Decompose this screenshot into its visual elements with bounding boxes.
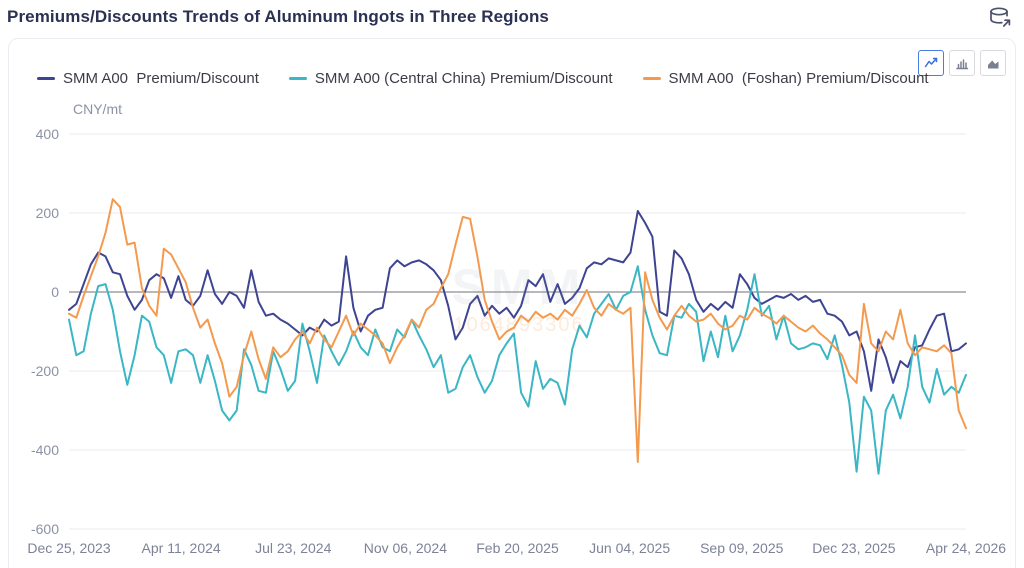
x-tick-label: Sep 09, 2025 [700, 540, 784, 556]
chart-type-toolbar [918, 50, 1006, 76]
legend-item-1[interactable]: SMM A00 (Central China) Premium/Discount [288, 70, 613, 87]
header: Premiums/Discounts Trends of Aluminum In… [0, 0, 1024, 38]
legend-marker-icon [288, 76, 307, 81]
legend-marker-icon [642, 76, 661, 81]
y-tick-label: 0 [51, 284, 59, 300]
x-tick-label: Apr 24, 2026 [926, 540, 1006, 556]
legend-marker-icon [37, 76, 55, 81]
y-tick-label: -200 [31, 363, 59, 379]
x-tick-label: Apr 11, 2024 [142, 540, 221, 556]
series-line-1[interactable] [68, 265, 967, 475]
x-tick-label: Nov 06, 2024 [364, 540, 447, 556]
y-tick-label: -600 [31, 521, 59, 537]
y-tick-label: 400 [36, 126, 60, 142]
legend: SMM A00 Premium/Discount SMM A00 (Central… [37, 70, 929, 87]
x-tick-label: Dec 23, 2025 [812, 540, 895, 556]
series-line-2[interactable] [68, 198, 967, 463]
bar-chart-icon [956, 59, 969, 70]
database-export-icon[interactable] [986, 3, 1016, 33]
x-tick-label: Feb 20, 2025 [476, 540, 559, 556]
line-chart-button[interactable] [918, 50, 944, 76]
legend-label: SMM A00 (Central China) Premium/Discount [314, 70, 613, 87]
y-axis-unit-label: CNY/mt [73, 101, 122, 117]
x-tick-label: Jun 04, 2025 [589, 540, 670, 556]
line-chart-icon [924, 57, 938, 68]
legend-label: SMM A00 Premium/Discount [63, 70, 259, 87]
series-line-0[interactable] [68, 210, 967, 392]
legend-item-0[interactable]: SMM A00 Premium/Discount [37, 70, 259, 87]
page-title: Premiums/Discounts Trends of Aluminum In… [7, 7, 549, 26]
line-chart-plot[interactable]: 400 200 0 -200 -400 -600 Dec 25, 2023 Apr 11, 2… [9, 39, 1017, 568]
y-tick-label: -400 [31, 442, 59, 458]
legend-label: SMM A00 (Foshan) Premium/Discount [668, 70, 929, 87]
legend-item-2[interactable]: SMM A00 (Foshan) Premium/Discount [642, 70, 929, 87]
area-chart-button[interactable] [980, 50, 1006, 76]
area-chart-icon [988, 60, 999, 69]
y-tick-label: 200 [36, 205, 60, 221]
x-tick-label: Jul 23, 2024 [255, 540, 331, 556]
bar-chart-button[interactable] [949, 50, 975, 76]
chart-card: SMM A00 Premium/Discount SMM A00 (Central… [8, 38, 1016, 568]
x-tick-label: Dec 25, 2023 [27, 540, 110, 556]
